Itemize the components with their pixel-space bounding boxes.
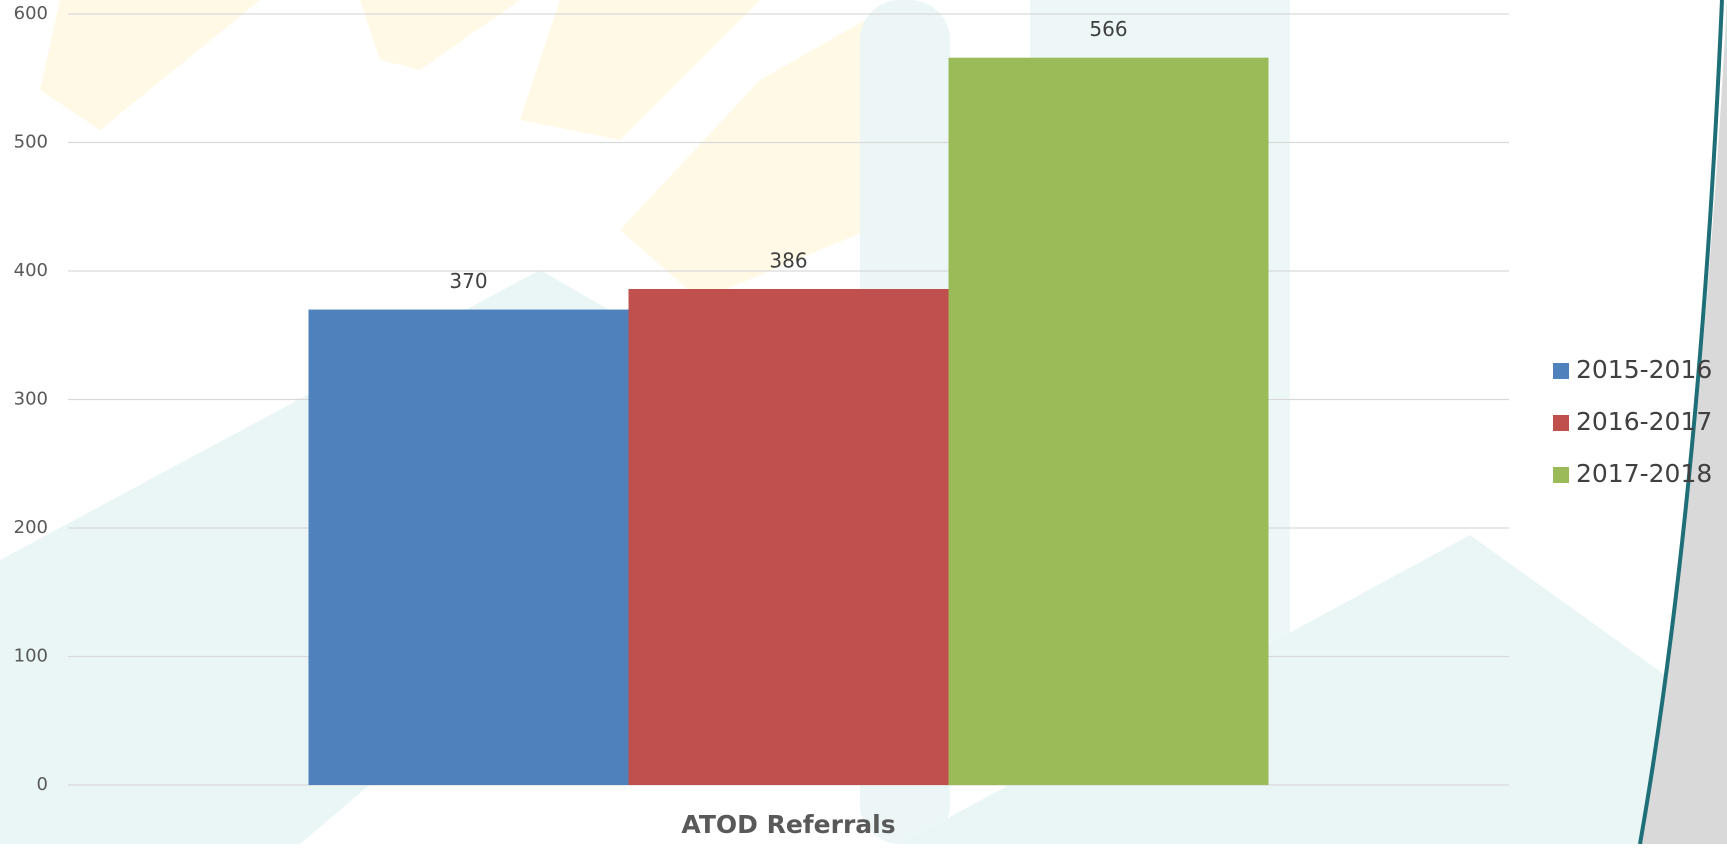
y-tick-label: 0 [37,774,48,795]
decor-shape [40,0,260,130]
y-tick-label: 300 [14,389,48,410]
legend-label: 2016-2017 [1576,407,1712,436]
legend-label: 2017-2018 [1576,459,1712,488]
data-label: 386 [769,248,807,272]
bar [309,310,629,785]
legend: 2015-2016 2016-2017 2017-2018 [1553,355,1712,488]
legend-label: 2015-2016 [1576,355,1712,384]
decor-shape [360,0,520,70]
data-label: 566 [1089,17,1127,41]
legend-swatch [1553,467,1569,483]
y-tick-label: 500 [14,132,48,153]
data-label: 370 [449,269,487,293]
chart: 0 100 200 300 400 500 600 ATOD Referrals 370 386… [0,0,1727,844]
y-tick-label: 200 [14,517,48,538]
legend-swatch [1553,363,1569,379]
bar [949,58,1269,785]
legend-swatch [1553,415,1569,431]
y-tick-label: 600 [14,3,48,24]
x-tick-label: ATOD Referrals [681,810,895,839]
y-tick-label: 400 [14,260,48,281]
y-tick-label: 100 [14,646,48,667]
bar [629,289,949,785]
